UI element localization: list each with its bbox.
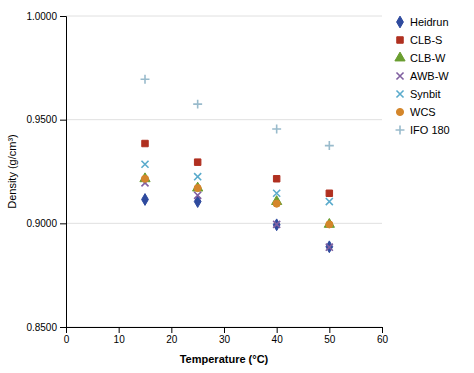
grid <box>66 16 382 327</box>
grid-line <box>66 223 382 224</box>
series <box>141 75 334 150</box>
tick-label: 20 <box>166 334 178 345</box>
axis-line <box>67 328 383 334</box>
legend-item: CLB-S <box>397 34 443 46</box>
point <box>194 159 200 165</box>
tick-label: 30 <box>219 334 231 345</box>
tick: 30 <box>219 327 231 345</box>
x-axis-title: Temperature (°C) <box>180 353 269 365</box>
legend-item: WCS <box>396 106 435 118</box>
tick: 20 <box>166 327 178 345</box>
legend-symbol <box>396 126 405 135</box>
tick-label: 0 <box>64 334 70 345</box>
legend-label: IFO 180 <box>410 124 450 136</box>
legend-item: IFO 180 <box>396 124 450 136</box>
legend: Heidrun CLB-S CLB-W AWB-W Synbit WCS IFO 180 <box>395 16 450 136</box>
x-axis: 0 10 20 30 40 50 60 <box>64 327 389 345</box>
series <box>140 173 335 227</box>
tick: 40 <box>272 327 284 345</box>
legend-item: AWB-W <box>396 70 449 82</box>
point <box>273 219 280 231</box>
point <box>272 125 281 134</box>
point <box>325 141 334 150</box>
tick-mark <box>382 327 383 333</box>
legend-item: Synbit <box>396 88 440 100</box>
tick-mark <box>329 327 330 333</box>
tick: 0 <box>64 327 70 345</box>
point <box>140 173 150 182</box>
legend-symbol <box>395 52 405 61</box>
point <box>194 173 201 180</box>
y-axis: 0.8500 0.9000 0.9500 1.0000 <box>26 11 66 333</box>
point <box>326 190 332 196</box>
tick: 0.9000 <box>26 218 66 229</box>
legend-label: Synbit <box>410 88 441 100</box>
tick-mark <box>60 223 66 224</box>
grid-line <box>66 119 382 120</box>
legend-item: Heidrun <box>397 16 449 28</box>
tick-mark <box>277 327 278 333</box>
point <box>194 192 201 199</box>
tick-label: 50 <box>324 334 336 345</box>
tick: 1.0000 <box>26 11 66 22</box>
axis-line <box>60 17 67 328</box>
point <box>273 200 280 207</box>
tick-label: 1.0000 <box>26 11 57 22</box>
point <box>326 241 333 253</box>
grid-line <box>66 16 382 17</box>
tick-mark <box>119 327 120 333</box>
tick-mark <box>60 120 66 121</box>
legend-symbol <box>397 37 403 43</box>
series <box>141 179 332 250</box>
point <box>326 244 333 251</box>
y-axis-title: Density (g/cm³) <box>6 134 18 209</box>
point <box>326 198 333 205</box>
tick-mark <box>224 327 225 333</box>
tick: 0.8500 <box>26 322 66 333</box>
legend-item: CLB-W <box>395 52 446 64</box>
point <box>273 176 279 182</box>
legend-label: WCS <box>410 106 436 118</box>
tick: 0.9500 <box>26 114 66 125</box>
point <box>273 221 280 228</box>
legend-symbol <box>396 72 403 79</box>
plot-area <box>140 75 335 253</box>
point <box>193 182 203 191</box>
tick-label: 40 <box>272 334 284 345</box>
legend-label: Heidrun <box>410 16 449 28</box>
legend-symbol <box>397 16 404 28</box>
legend-symbol <box>396 90 403 97</box>
series <box>141 175 332 228</box>
tick: 60 <box>377 327 389 345</box>
legend-symbol <box>396 108 403 115</box>
tick: 10 <box>114 327 126 345</box>
point <box>326 221 333 228</box>
point <box>142 194 149 206</box>
legend-label: CLB-W <box>410 52 446 64</box>
chart: 0 10 20 30 40 50 60 0.8500 0.9000 0.9500 1.0000 Tem… <box>0 0 474 373</box>
point <box>141 75 150 84</box>
point <box>273 190 280 197</box>
series <box>142 140 333 196</box>
tick-mark <box>171 327 172 333</box>
point <box>142 140 148 146</box>
point <box>324 218 334 227</box>
point <box>141 175 148 182</box>
tick-mark <box>60 16 66 17</box>
series <box>142 194 333 253</box>
legend-label: CLB-S <box>410 34 442 46</box>
series <box>141 161 332 205</box>
point <box>194 185 201 192</box>
legend-label: AWB-W <box>410 70 449 82</box>
tick-label: 60 <box>377 334 389 345</box>
tick-label: 0.9500 <box>26 114 57 125</box>
tick-mark <box>60 327 66 328</box>
tick-label: 10 <box>114 334 126 345</box>
tick: 50 <box>324 327 336 345</box>
point <box>193 100 202 109</box>
tick-label: 0.8500 <box>26 322 57 333</box>
point <box>141 161 148 168</box>
tick-label: 0.9000 <box>26 218 57 229</box>
